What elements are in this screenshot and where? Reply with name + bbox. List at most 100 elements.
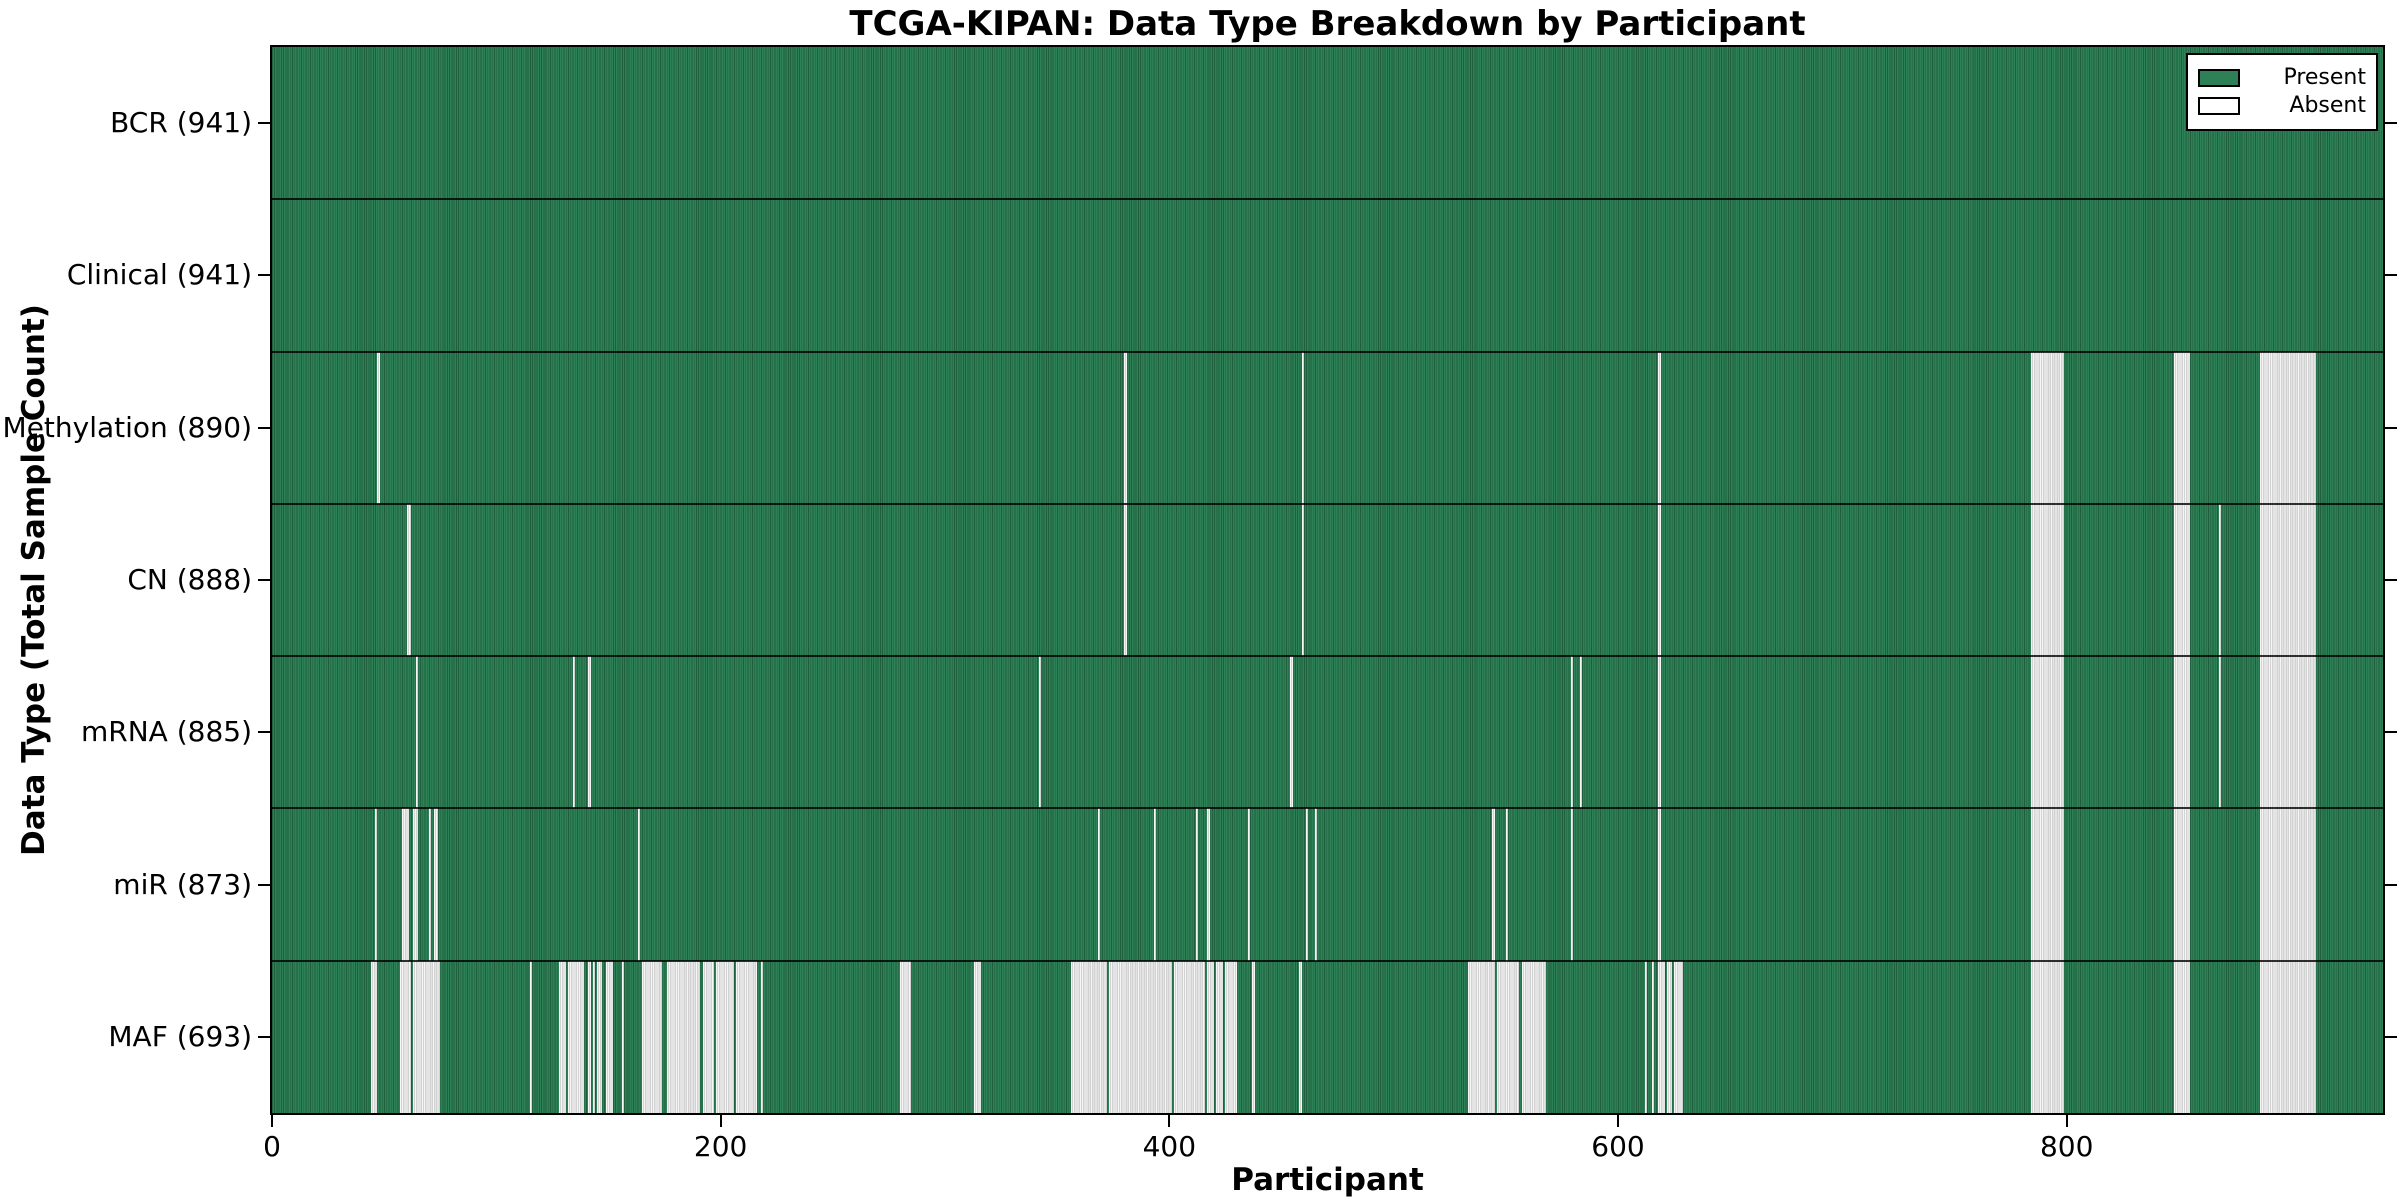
x-tick-label: 200 xyxy=(693,1130,748,1163)
absent-block xyxy=(406,503,412,657)
absent-block xyxy=(559,960,566,1113)
absent-block xyxy=(1097,808,1100,961)
y-tick-mark xyxy=(258,579,270,581)
legend-label-absent: Absent xyxy=(2289,93,2366,118)
absent-block xyxy=(736,960,757,1113)
x-tick-mark xyxy=(271,1115,273,1127)
y-tick-label: CN (888) xyxy=(127,563,252,596)
absent-block xyxy=(621,960,625,1113)
absent-block xyxy=(1301,503,1304,657)
absent-block xyxy=(2030,656,2065,809)
absent-block xyxy=(413,960,441,1113)
absent-block xyxy=(1496,960,1520,1113)
absent-block xyxy=(900,960,912,1113)
y-tick-mark-right xyxy=(2385,579,2397,581)
absent-block xyxy=(1301,351,1304,504)
absent-block xyxy=(2174,351,2191,504)
x-tick-mark xyxy=(2065,1115,2068,1127)
absent-block xyxy=(597,960,602,1113)
absent-block xyxy=(1216,960,1224,1113)
absent-block xyxy=(1153,808,1156,961)
y-tick-mark-right xyxy=(2385,122,2397,125)
absent-block xyxy=(716,960,735,1113)
absent-block xyxy=(1108,960,1172,1113)
y-tick-label: miR (873) xyxy=(113,867,252,901)
absent-block xyxy=(1674,960,1684,1113)
y-tick-label: Clinical (941) xyxy=(66,258,252,292)
absent-block xyxy=(2174,808,2191,961)
y-tick-mark xyxy=(258,426,270,429)
present-swatch xyxy=(2198,69,2240,87)
absent-block xyxy=(1651,960,1654,1113)
absent-block xyxy=(1658,808,1661,961)
y-tick-mark-right xyxy=(2385,731,2397,734)
absent-block xyxy=(2259,503,2316,657)
absent-block xyxy=(642,960,663,1113)
row-separator xyxy=(272,350,2383,353)
legend: Present Absent xyxy=(2186,53,2378,131)
absent-block xyxy=(1658,960,1666,1113)
absent-block xyxy=(974,960,981,1113)
absent-block xyxy=(370,960,378,1113)
absent-block xyxy=(402,808,409,961)
absent-block xyxy=(1124,351,1127,504)
absent-block xyxy=(2259,960,2316,1113)
x-tick-label: 400 xyxy=(1142,1130,1197,1163)
absent-block xyxy=(1658,351,1661,504)
absent-swatch xyxy=(2198,97,2240,115)
y-tick-label: BCR (941) xyxy=(110,106,252,140)
y-tick-label: Methylation (890) xyxy=(2,410,252,444)
absent-block xyxy=(1252,960,1255,1113)
absent-block xyxy=(606,960,613,1113)
absent-block xyxy=(1644,960,1648,1113)
x-tick-label: 800 xyxy=(2039,1130,2094,1163)
absent-block xyxy=(2174,503,2191,657)
absent-block xyxy=(1196,808,1199,961)
y-tick-mark xyxy=(258,1035,270,1038)
y-tick-label: mRNA (885) xyxy=(80,715,252,749)
absent-block xyxy=(1658,656,1661,809)
absent-block xyxy=(433,808,438,961)
absent-block xyxy=(1207,960,1215,1113)
absent-block xyxy=(413,808,418,961)
absent-block xyxy=(1173,960,1206,1113)
absent-block xyxy=(2030,503,2065,657)
absent-block xyxy=(2259,656,2316,809)
absent-block xyxy=(2174,960,2191,1113)
absent-block xyxy=(1225,960,1237,1113)
absent-block xyxy=(588,960,591,1113)
y-tick-mark-right xyxy=(2385,883,2397,886)
absent-block xyxy=(2219,503,2222,657)
absent-block xyxy=(637,808,640,961)
absent-block xyxy=(1306,808,1309,961)
absent-block xyxy=(375,808,378,961)
y-tick-mark-right xyxy=(2385,274,2397,277)
absent-block xyxy=(2030,960,2065,1113)
absent-block xyxy=(761,960,764,1113)
absent-block xyxy=(1315,808,1318,961)
absent-block xyxy=(592,960,596,1113)
x-tick-label: 600 xyxy=(1591,1130,1645,1163)
absent-block xyxy=(2030,808,2065,961)
row-separator xyxy=(272,655,2383,658)
row-separator xyxy=(272,198,2383,201)
legend-item-absent: Absent xyxy=(2198,94,2366,118)
plot-area xyxy=(270,45,2385,1115)
absent-block xyxy=(1521,960,1547,1113)
y-tick-mark-right xyxy=(2385,426,2397,429)
absent-block xyxy=(2259,808,2316,961)
row-separator xyxy=(272,807,2383,810)
y-tick-mark xyxy=(258,122,270,125)
x-tick-mark xyxy=(719,1115,722,1127)
absent-block xyxy=(1492,808,1495,961)
absent-block xyxy=(2174,656,2191,809)
absent-block xyxy=(1247,808,1251,961)
absent-block xyxy=(2259,351,2316,504)
absent-block xyxy=(2030,351,2065,504)
absent-block xyxy=(1570,656,1574,809)
row-separator xyxy=(272,959,2383,962)
absent-block xyxy=(1467,960,1495,1113)
chart-title: TCGA-KIPAN: Data Type Breakdown by Parti… xyxy=(849,4,1806,44)
y-tick-mark-right xyxy=(2385,1035,2397,1038)
